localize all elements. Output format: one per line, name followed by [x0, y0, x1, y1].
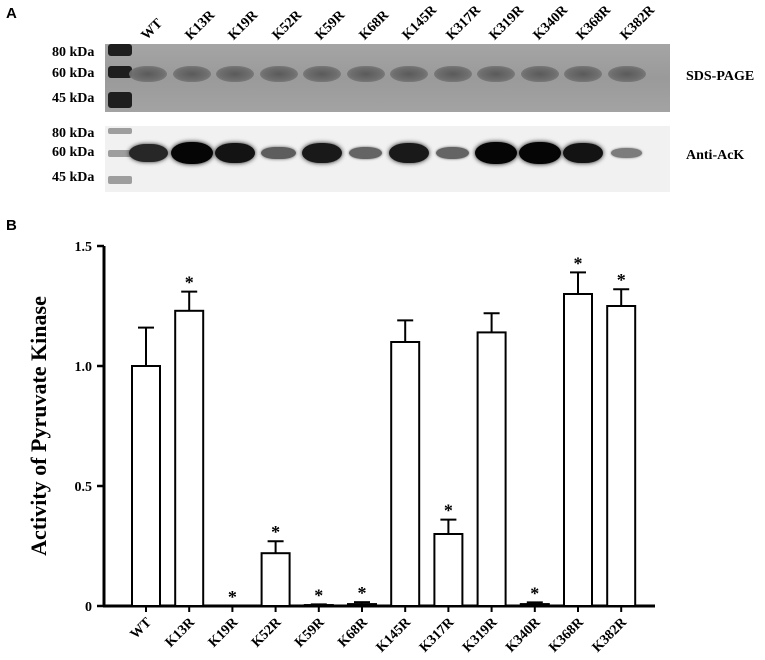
marker-45-sds: 45 kDa	[52, 91, 95, 106]
western-band-k368r	[562, 142, 604, 164]
panel-label-b: B	[6, 217, 17, 234]
significance-marker: *	[314, 585, 323, 605]
ladder-band	[108, 176, 132, 184]
sds-band-k19r	[216, 66, 254, 82]
sds-band-k382r	[607, 66, 646, 82]
panel-label-a: A	[6, 5, 17, 22]
marker-60-western: 60 kDa	[52, 145, 95, 160]
y-tick-label: 0.5	[75, 480, 93, 495]
western-band-k13r	[170, 142, 213, 164]
ladder-band	[108, 150, 132, 157]
ladder-band	[108, 44, 132, 56]
significance-marker: *	[617, 270, 626, 290]
x-tick-label-k13r: K13R	[163, 615, 199, 651]
x-tick-label-k59r: K59R	[292, 615, 328, 651]
y-axis-label: Activity of Pyruvate Kinase	[26, 296, 51, 556]
x-tick-label-k19r: K19R	[206, 615, 242, 651]
bar-k368r	[563, 293, 593, 607]
x-tick-label-k52r: K52R	[249, 615, 285, 651]
western-band-k382r	[610, 148, 643, 158]
sds-band-k145r	[390, 66, 428, 82]
marker-45-western: 45 kDa	[52, 170, 95, 185]
bar-wt	[131, 365, 161, 607]
sds-band-wt	[129, 66, 167, 82]
western-band-k68r	[348, 146, 383, 160]
bar-k13r	[174, 309, 205, 607]
western-blot	[105, 126, 670, 192]
significance-marker: *	[228, 587, 237, 607]
x-tick-label-k317r: K317R	[417, 615, 458, 656]
marker-60-sds: 60 kDa	[52, 66, 95, 81]
y-tick-label: 1.5	[75, 240, 93, 255]
ladder-band	[108, 66, 132, 78]
bar-k52r	[260, 552, 291, 608]
bar-k340r	[519, 603, 550, 608]
sds-page-gel	[105, 44, 670, 112]
western-band-k19r	[214, 142, 256, 164]
sds-band-k368r	[564, 66, 602, 82]
x-tick-label-k319r: K319R	[460, 615, 501, 656]
marker-80-sds: 80 kDa	[52, 45, 95, 60]
bar-k382r	[606, 305, 637, 607]
marker-80-western: 80 kDa	[52, 126, 95, 141]
ladder-band	[108, 92, 132, 108]
significance-marker: *	[574, 253, 583, 273]
western-band-k52r	[261, 146, 296, 160]
bar-k319r	[476, 331, 507, 607]
sds-band-k319r	[477, 66, 515, 82]
western-band-k319r	[475, 142, 517, 164]
western-band-wt	[128, 143, 168, 163]
western-band-k145r	[388, 143, 430, 163]
anti-ack-label: Anti-AcK	[686, 148, 745, 163]
sds-band-k59r	[303, 66, 341, 82]
x-tick-label-k340r: K340R	[503, 615, 544, 656]
western-band-k59r	[301, 143, 343, 163]
y-tick-label: 0	[85, 600, 92, 615]
x-tick-label-k68r: K68R	[335, 615, 371, 651]
western-band-k317r	[435, 146, 470, 160]
significance-marker: *	[444, 501, 453, 521]
significance-marker: *	[271, 522, 280, 542]
ladder-band	[108, 128, 132, 134]
x-tick-label-k145r: K145R	[374, 615, 415, 656]
bar-k68r	[347, 603, 377, 608]
sds-band-k52r	[259, 66, 298, 82]
sds-band-k317r	[433, 66, 472, 82]
bar-k317r	[433, 533, 464, 607]
sds-page-label: SDS-PAGE	[686, 69, 755, 84]
sds-band-k68r	[346, 66, 385, 82]
sds-band-k340r	[520, 66, 559, 82]
significance-marker: *	[530, 583, 539, 603]
x-tick-label-k382r: K382R	[590, 615, 631, 656]
x-tick-label-wt: WT	[128, 615, 156, 643]
significance-marker: *	[358, 583, 367, 603]
western-band-k340r	[518, 142, 561, 164]
x-tick-label-k368r: K368R	[547, 615, 588, 656]
sds-band-k13r	[172, 66, 211, 82]
y-tick-label: 1.0	[75, 360, 93, 375]
significance-marker: *	[185, 273, 194, 293]
bar-k145r	[390, 341, 421, 607]
